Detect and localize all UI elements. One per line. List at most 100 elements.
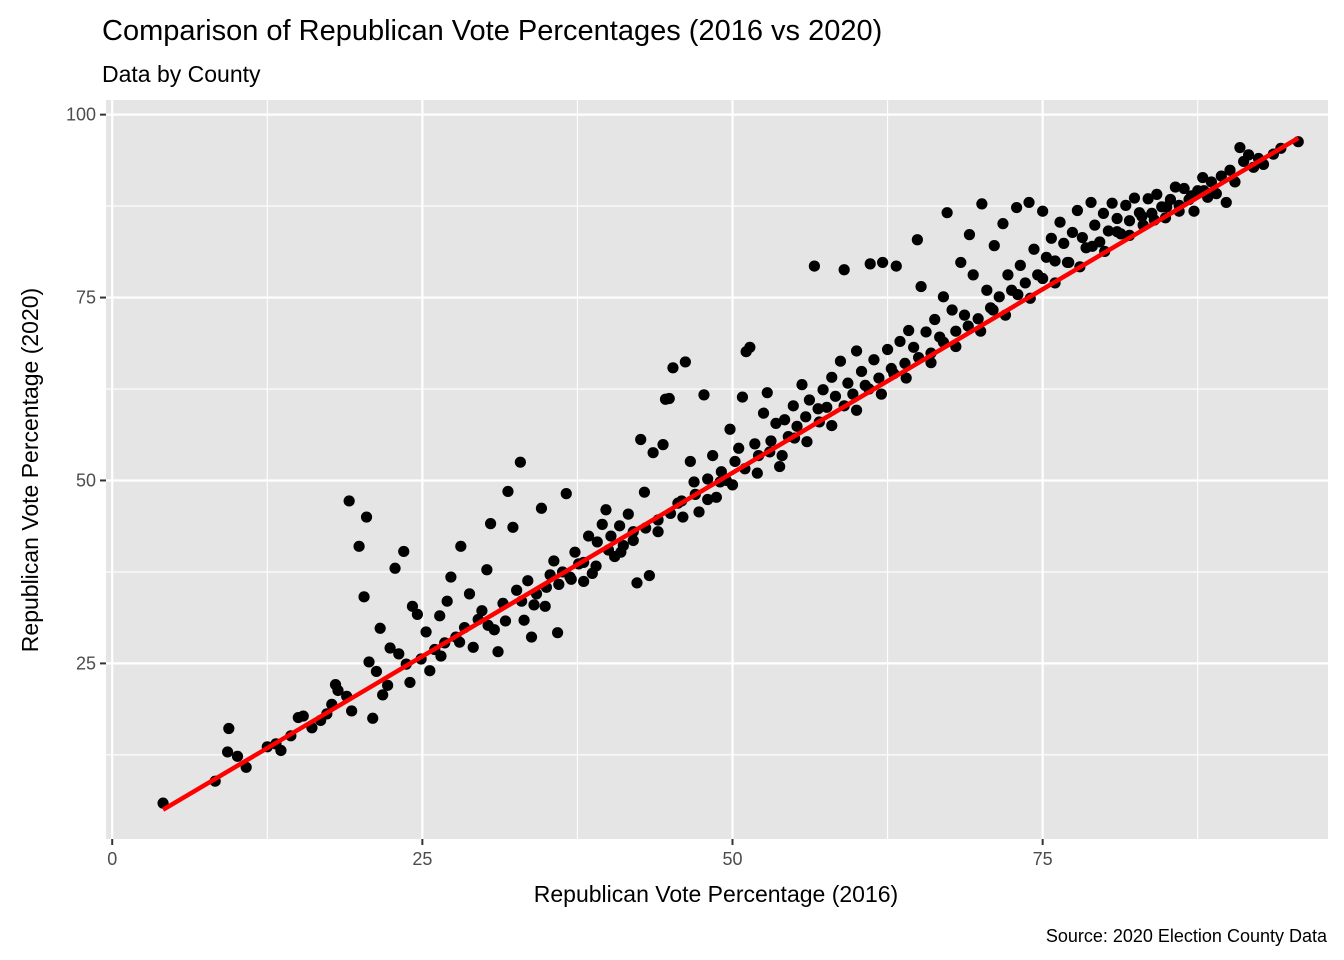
data-point [1058, 237, 1070, 250]
data-point [434, 610, 446, 622]
data-point [1012, 289, 1024, 301]
data-point [774, 460, 786, 473]
data-point [726, 479, 739, 491]
data-point [993, 291, 1005, 303]
data-point [1205, 176, 1217, 188]
data-point [643, 569, 655, 582]
y-tick-label: 100 [66, 105, 96, 125]
data-point [463, 588, 476, 600]
data-point [715, 466, 727, 478]
data-point [941, 207, 953, 219]
data-point [332, 684, 344, 697]
data-point [667, 362, 679, 374]
data-point [647, 447, 659, 459]
data-point [499, 615, 512, 627]
data-point [1111, 212, 1123, 225]
data-point [864, 258, 876, 270]
data-point [929, 313, 941, 326]
data-point [920, 326, 932, 338]
data-point [787, 400, 799, 412]
data-point [868, 354, 880, 366]
data-point [539, 600, 551, 612]
data-point [622, 508, 634, 520]
data-point [894, 335, 906, 348]
data-point [850, 404, 863, 416]
y-axis-ticks: 25 50 75 100 [66, 105, 106, 673]
data-point [1014, 259, 1026, 271]
data-point [900, 372, 912, 384]
data-point [507, 521, 519, 533]
data-point [808, 260, 820, 272]
data-point [502, 485, 514, 498]
data-point [528, 599, 540, 611]
data-point [596, 518, 608, 530]
data-point [946, 304, 958, 316]
data-point [693, 506, 705, 518]
data-point [445, 571, 457, 583]
data-point [600, 504, 612, 516]
data-point [958, 309, 971, 321]
data-point [615, 546, 627, 558]
chart-subtitle: Data by County [102, 61, 261, 87]
data-point [1085, 196, 1097, 209]
data-point [1123, 215, 1136, 227]
data-point [406, 600, 419, 612]
x-tick-label: 0 [107, 849, 117, 869]
data-point [855, 365, 868, 378]
data-point [481, 564, 493, 576]
data-point [484, 518, 497, 530]
y-tick-label: 25 [76, 653, 96, 673]
data-point [911, 234, 923, 246]
data-point [1011, 201, 1023, 214]
data-point [638, 486, 651, 498]
data-point [393, 648, 405, 660]
data-point [455, 540, 467, 552]
data-point [1128, 192, 1141, 204]
data-point [382, 679, 394, 691]
data-point [826, 371, 838, 383]
data-point [1049, 255, 1061, 267]
data-point [817, 384, 829, 396]
data-point [829, 390, 842, 402]
data-point [707, 449, 719, 462]
data-point [591, 536, 603, 548]
data-point [560, 488, 572, 500]
data-point [389, 562, 401, 574]
data-point [899, 357, 911, 370]
data-point [525, 631, 538, 643]
data-point [492, 646, 504, 658]
y-tick-label: 50 [76, 470, 96, 490]
x-axis-ticks: 0 25 50 75 [107, 839, 1053, 869]
data-point [221, 746, 234, 758]
data-point [915, 280, 927, 293]
data-point [1210, 188, 1222, 200]
chart-title: Comparison of Republican Vote Percentage… [102, 15, 882, 47]
data-point [962, 320, 974, 332]
x-axis-title: Republican Vote Percentage (2016) [534, 881, 898, 907]
data-point [578, 575, 590, 588]
data-point [343, 495, 355, 507]
data-point [955, 256, 967, 269]
data-point [791, 420, 803, 432]
data-point [801, 436, 813, 448]
data-point [518, 614, 530, 626]
data-point [1097, 207, 1110, 220]
data-point [511, 584, 523, 596]
data-point [614, 520, 626, 532]
data-point [834, 355, 847, 367]
data-point [1243, 149, 1255, 161]
data-point [729, 455, 741, 468]
data-point [963, 229, 976, 241]
data-point [1136, 210, 1148, 222]
data-point [976, 198, 988, 210]
chart-caption: Source: 2020 Election County Data [1046, 926, 1328, 946]
data-point [803, 394, 816, 406]
data-point [565, 573, 577, 585]
data-point [684, 455, 696, 468]
data-point [223, 722, 235, 735]
data-point [374, 622, 386, 634]
data-point [679, 356, 691, 368]
data-point [1102, 225, 1115, 237]
data-point [605, 530, 617, 542]
data-point [1169, 181, 1182, 193]
